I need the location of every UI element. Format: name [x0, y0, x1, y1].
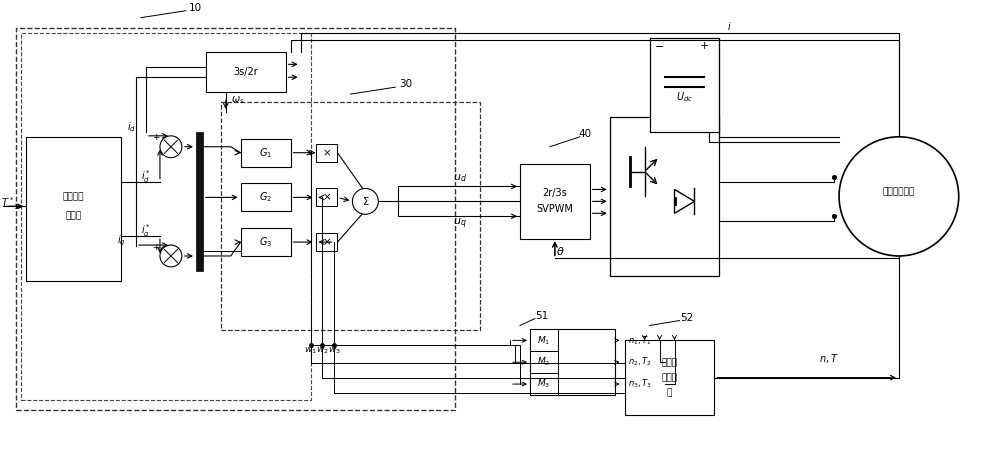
Text: +: +: [152, 243, 160, 252]
Text: $U_{dc}$: $U_{dc}$: [676, 90, 693, 104]
Bar: [26, 137, 121, 281]
Text: 节子模: 节子模: [661, 373, 678, 382]
Circle shape: [352, 189, 378, 214]
Text: $i$: $i$: [727, 19, 732, 32]
Text: $\Sigma$: $\Sigma$: [362, 195, 369, 207]
Bar: [530, 373, 558, 395]
Bar: [241, 228, 291, 256]
Bar: [530, 351, 558, 373]
Text: 52: 52: [680, 313, 693, 322]
Text: $\omega_s$: $\omega_s$: [231, 94, 245, 106]
Text: 电流转矩: 电流转矩: [63, 192, 84, 201]
Text: $G_2$: $G_2$: [259, 190, 272, 204]
Text: $M_2$: $M_2$: [537, 356, 551, 368]
Bar: [610, 117, 719, 276]
Text: 2r/3s: 2r/3s: [542, 189, 567, 198]
Circle shape: [160, 136, 182, 158]
Circle shape: [160, 245, 182, 267]
Text: $w_3$: $w_3$: [328, 345, 341, 355]
Text: $n,T$: $n,T$: [819, 352, 839, 365]
Bar: [520, 164, 590, 239]
Circle shape: [839, 137, 959, 256]
Text: 3s/2r: 3s/2r: [233, 67, 258, 77]
Bar: [241, 184, 291, 211]
Text: 10: 10: [189, 3, 202, 13]
Text: $n_1,T_1$: $n_1,T_1$: [628, 334, 652, 347]
Bar: [16, 28, 455, 410]
Bar: [316, 233, 337, 251]
Bar: [21, 32, 311, 400]
Text: $i_q$: $i_q$: [117, 234, 125, 249]
Text: SVPWM: SVPWM: [536, 204, 573, 214]
Text: $i_q^*$: $i_q^*$: [141, 222, 151, 240]
Text: $G_1$: $G_1$: [259, 146, 272, 160]
Text: $T^*$: $T^*$: [1, 195, 15, 209]
Text: 权重调: 权重调: [661, 358, 678, 367]
Bar: [650, 37, 719, 132]
Text: $u_q$: $u_q$: [453, 217, 467, 231]
Text: $\times$: $\times$: [322, 237, 331, 247]
Text: $+$: $+$: [699, 40, 710, 51]
Text: $u_d$: $u_d$: [453, 173, 467, 184]
Polygon shape: [675, 189, 694, 213]
Text: $G_3$: $G_3$: [259, 235, 272, 249]
Text: $M_1$: $M_1$: [537, 334, 551, 347]
Text: 永磁同步电机: 永磁同步电机: [883, 187, 915, 196]
Text: 对应表: 对应表: [66, 212, 82, 221]
Text: $n_3,T_3$: $n_3,T_3$: [628, 378, 652, 390]
Bar: [530, 330, 558, 351]
Text: $\times$: $\times$: [322, 147, 331, 158]
Bar: [316, 189, 337, 206]
Text: 40: 40: [578, 129, 591, 139]
Text: +: +: [152, 133, 160, 143]
Text: $n_2,T_2$: $n_2,T_2$: [628, 356, 652, 368]
Text: $i_d^*$: $i_d^*$: [141, 168, 151, 185]
Text: $-$: $-$: [654, 41, 665, 51]
Bar: [530, 330, 615, 395]
Text: 30: 30: [399, 79, 412, 89]
Text: $w_1$: $w_1$: [304, 345, 317, 355]
Bar: [221, 102, 480, 331]
Text: 块: 块: [667, 388, 672, 397]
Text: $\times$: $\times$: [322, 192, 331, 202]
Bar: [206, 52, 286, 92]
Text: $i_d$: $i_d$: [127, 120, 136, 134]
Bar: [196, 132, 203, 271]
Bar: [241, 139, 291, 166]
Text: $w_2$: $w_2$: [316, 345, 329, 355]
Bar: [316, 144, 337, 161]
Text: 51: 51: [535, 311, 549, 321]
Text: $M_3$: $M_3$: [537, 378, 551, 390]
Bar: [625, 341, 714, 415]
Text: $\theta$: $\theta$: [556, 244, 564, 257]
